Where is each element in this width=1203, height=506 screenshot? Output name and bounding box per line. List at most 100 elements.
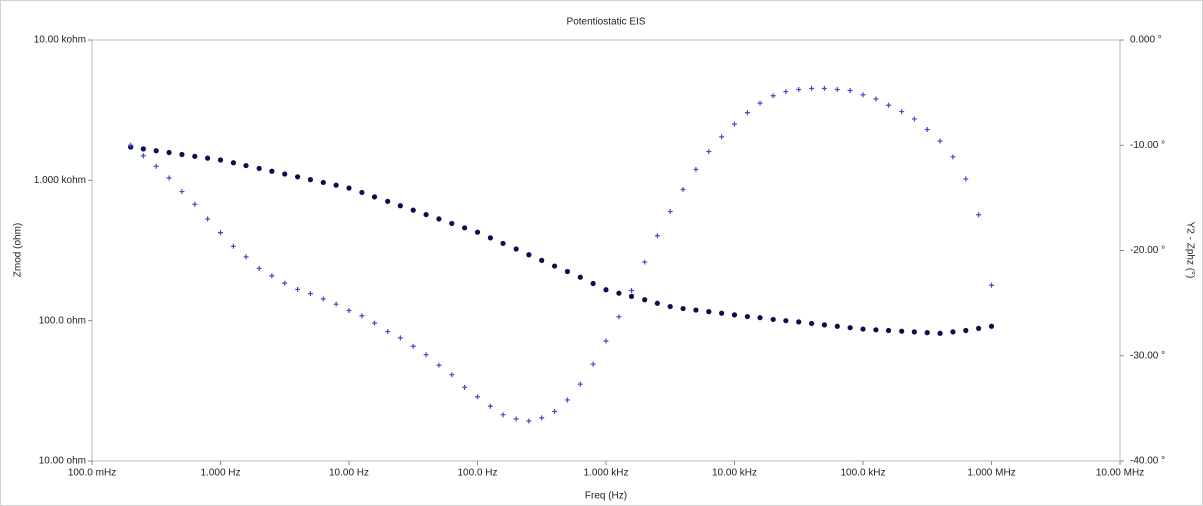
zmod-point xyxy=(834,323,840,329)
zmod-point xyxy=(577,274,583,280)
x-tick-label: 10.00 kHz xyxy=(712,468,757,479)
phase-point xyxy=(539,415,545,421)
phase-point xyxy=(834,86,840,92)
phase-point xyxy=(307,291,313,297)
zmod-point xyxy=(719,310,725,316)
zmod-point xyxy=(667,303,673,310)
phase-point xyxy=(757,100,763,106)
x-axis-label: Freq (Hz) xyxy=(585,491,627,502)
zmod-point xyxy=(230,160,236,166)
zmod-point xyxy=(757,315,763,321)
zmod-point xyxy=(873,327,879,333)
phase-point xyxy=(153,163,159,169)
phase-point xyxy=(449,372,455,378)
x-tick-label: 1.000 MHz xyxy=(967,468,1015,479)
zmod-point xyxy=(192,153,198,159)
phase-point xyxy=(552,409,558,415)
zmod-point xyxy=(179,151,185,158)
x-tick-label: 10.00 Hz xyxy=(329,468,369,479)
phase-point xyxy=(693,166,699,172)
phase-point xyxy=(873,96,879,102)
phase-point xyxy=(667,209,673,215)
zmod-point xyxy=(474,229,481,235)
zmod-point xyxy=(153,148,159,154)
phase-point xyxy=(410,343,416,349)
zmod-point xyxy=(950,329,956,335)
phase-point xyxy=(590,361,596,367)
zmod-point xyxy=(821,322,828,328)
phase-point xyxy=(577,381,583,387)
phase-point xyxy=(744,110,750,116)
zmod-point xyxy=(796,319,802,325)
phase-point xyxy=(847,88,853,94)
zmod-point xyxy=(205,155,211,161)
zmod-point xyxy=(320,179,326,186)
zmod-point xyxy=(282,171,288,177)
phase-point xyxy=(937,138,943,144)
phase-point xyxy=(140,153,146,159)
phase-point xyxy=(475,394,480,400)
zmod-point xyxy=(924,330,930,336)
phase-point xyxy=(616,314,622,320)
zmod-point xyxy=(642,297,648,303)
zmod-point xyxy=(462,225,468,231)
zmod-point xyxy=(513,246,519,252)
zmod-point xyxy=(436,216,442,222)
zmod-point xyxy=(616,290,622,296)
phase-point xyxy=(436,362,442,368)
zmod-point xyxy=(371,194,378,200)
zmod-point xyxy=(976,325,982,331)
phase-point xyxy=(911,116,917,122)
phase-point xyxy=(770,93,776,99)
chart-title: Potentiostatic EIS xyxy=(567,17,646,28)
phase-point xyxy=(603,338,609,344)
phase-point xyxy=(372,320,378,326)
zmod-point xyxy=(808,320,815,327)
phase-point xyxy=(462,384,468,390)
zmod-point xyxy=(140,146,146,152)
zmod-point xyxy=(654,300,660,306)
phase-point xyxy=(487,403,493,409)
phase-point xyxy=(282,280,288,286)
zmod-point xyxy=(603,287,609,293)
phase-point xyxy=(899,109,905,115)
zmod-point xyxy=(731,312,738,318)
zmod-point xyxy=(706,309,712,315)
phase-point xyxy=(423,352,429,358)
phase-point xyxy=(128,142,134,148)
phase-point xyxy=(346,307,352,313)
zmod-point xyxy=(359,189,365,196)
y-tick-label: 10.00 kohm xyxy=(34,35,86,46)
phase-point xyxy=(500,412,506,418)
phase-point xyxy=(989,282,994,288)
zmod-point xyxy=(885,327,892,334)
x-tick-label: 10.00 MHz xyxy=(1096,468,1144,479)
zmod-point xyxy=(294,174,301,180)
phase-point xyxy=(385,329,391,335)
y-tick-label: 100.0 ohm xyxy=(39,315,86,326)
phase-point xyxy=(976,212,982,218)
y2-tick-label: -30.00 ° xyxy=(1130,350,1165,361)
x-tick-label: 1.000 Hz xyxy=(200,468,240,479)
phase-point xyxy=(963,176,969,182)
y2-tick-label: -10.00 ° xyxy=(1130,140,1165,151)
phase-point xyxy=(680,186,686,192)
zmod-point xyxy=(269,168,275,174)
phase-point xyxy=(564,397,570,403)
phase-point xyxy=(642,259,648,265)
phase-point xyxy=(230,243,236,249)
phase-point xyxy=(654,233,660,239)
zmod-point xyxy=(770,316,776,323)
zmod-point xyxy=(346,185,352,191)
y2-tick-label: -40.00 ° xyxy=(1130,456,1165,467)
zmod-point xyxy=(397,203,403,209)
phase-point xyxy=(706,149,712,155)
zmod-point xyxy=(449,220,455,227)
phase-point xyxy=(269,273,275,279)
zmod-point xyxy=(410,207,416,213)
phase-point xyxy=(629,287,635,293)
y-tick-label: 10.00 ohm xyxy=(39,456,86,467)
zmod-point xyxy=(899,328,905,334)
zmod-point xyxy=(243,162,249,169)
